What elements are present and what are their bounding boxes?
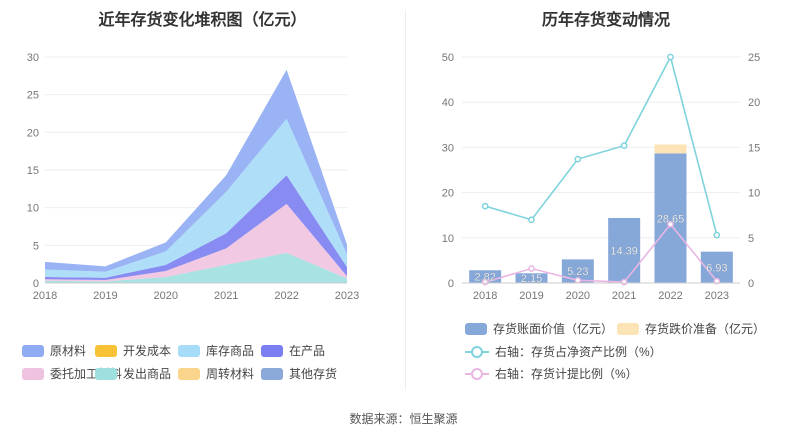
panel-divider [405,10,406,390]
left-x-tick-label: 2022 [274,290,298,302]
point-provision-ratio [528,265,535,272]
right-left-y-tick-label: 10 [442,233,454,245]
left-legend: 原材料 开发成本 库存商品 在产品 委托加工材料 发出商品 周转材料 其他存货 [22,342,337,382]
bar-inventory-value [608,217,641,283]
area-原材料 [45,69,347,272]
point-inventory-ratio [620,142,628,149]
left-y-tick-label: 10 [27,203,39,215]
left-x-tick-label: 2019 [93,290,117,302]
legend-swatch [22,367,44,380]
legend-label: 右轴：存货计提比例（%） [495,367,638,381]
right-x-tick-label: 2020 [566,290,590,302]
legend-label: 库存商品 [206,344,255,358]
bar-inventory-value [654,153,687,283]
left-y-tick-label: 0 [33,278,39,290]
area-在产品 [45,175,347,280]
legend-item[interactable]: 其他存货 [261,365,337,382]
legend-swatch [95,344,117,357]
right-left-y-tick-label: 30 [442,142,454,154]
legend-swatch [95,367,117,380]
right-x-tick-label: 2021 [612,290,636,302]
legend-swatch [465,345,489,358]
right-x-tick-label: 2023 [705,290,729,302]
legend-label: 发出商品 [123,367,172,381]
point-provision-ratio [713,277,721,285]
legend-item[interactable]: 库存商品 [178,342,254,359]
legend-item[interactable]: 在产品 [261,342,325,359]
legend-label: 其他存货 [289,367,338,381]
legend-swatch [178,344,200,357]
bar-data-label: 2.15 [521,273,542,285]
point-inventory-ratio [481,202,489,210]
legend-item[interactable]: 存货账面价值（亿元） [465,320,613,337]
bar-data-label: 5.23 [567,266,588,278]
left-x-tick-label: 2020 [154,290,178,302]
right-chart-title: 历年存货变动情况 [541,12,670,29]
legend-label: 存货账面价值（亿元） [493,322,614,336]
legend-label: 右轴：存货占净资产比例（%） [495,345,662,359]
right-left-y-tick-label: 0 [448,278,454,290]
line-inventory-ratio [484,54,718,236]
area-委托加工材料 [45,203,347,282]
legend-label: 开发成本 [123,344,172,358]
bar-data-label: 6.93 [706,262,727,274]
legend-item[interactable]: 原材料 [22,342,86,359]
legend-swatch [465,367,489,380]
bar-inventory-value [515,273,548,283]
right-right-y-tick-label: 20 [748,97,760,109]
left-chart-title: 近年存货变化堆积图（亿元） [98,12,307,29]
point-inventory-ratio [574,155,582,163]
left-x-tick-label: 2021 [214,290,238,302]
left-y-tick-label: 20 [27,127,39,139]
legend-item[interactable]: 存货跌价准备（亿元） [617,320,765,337]
left-y-tick-label: 5 [33,240,39,252]
legend-label: 在产品 [289,344,326,358]
legend-swatch [178,367,200,380]
right-right-y-tick-label: 10 [748,188,760,200]
legend-label: 原材料 [50,344,87,358]
point-inventory-ratio [713,231,721,239]
right-left-y-tick-label: 20 [442,188,454,200]
left-y-tick-label: 30 [27,52,39,64]
data-source: 数据来源：恒生聚源 [349,412,458,426]
point-inventory-ratio [667,53,674,61]
right-x-tick-label: 2018 [473,290,497,302]
point-provision-ratio [667,220,674,228]
bar-data-label: 2.82 [474,272,495,284]
right-x-tick-label: 2022 [658,290,682,302]
bar-inventory-provision [654,144,687,154]
point-inventory-ratio [528,216,535,224]
bar-inventory-value [561,259,594,283]
left-x-tick-label: 2018 [33,290,57,302]
right-right-y-tick-label: 5 [748,233,754,245]
right-right-y-tick-label: 0 [748,278,754,290]
legend-swatch [261,344,283,357]
legend-item[interactable]: 右轴：存货计提比例（%） [465,365,638,382]
legend-label: 存货跌价准备（亿元） [645,322,766,336]
right-right-y-tick-label: 25 [748,52,760,64]
bar-data-label: 28.65 [657,213,685,225]
right-x-tick-label: 2019 [519,290,543,302]
right-right-y-tick-label: 15 [748,142,760,154]
left-x-tick-label: 2023 [335,290,359,302]
area-发出商品 [45,252,347,283]
legend-swatch [261,367,283,380]
right-left-y-tick-label: 40 [442,97,454,109]
legend-item[interactable]: 右轴：存货占净资产比例（%） [465,343,662,360]
legend-swatch [22,344,44,357]
bar-data-label: 14.39 [610,245,638,257]
legend-item[interactable]: 开发成本 [95,342,171,359]
legend-label: 周转材料 [206,367,255,381]
left-y-tick-label: 25 [27,90,39,102]
legend-item[interactable]: 发出商品 [95,365,171,382]
legend-swatch [465,322,487,335]
area-库存商品 [45,118,347,278]
legend-item[interactable]: 周转材料 [178,365,254,382]
line-provision-ratio [484,222,718,283]
left-y-tick-label: 15 [27,165,39,177]
legend-swatch [617,322,639,335]
right-left-y-tick-label: 50 [442,52,454,64]
